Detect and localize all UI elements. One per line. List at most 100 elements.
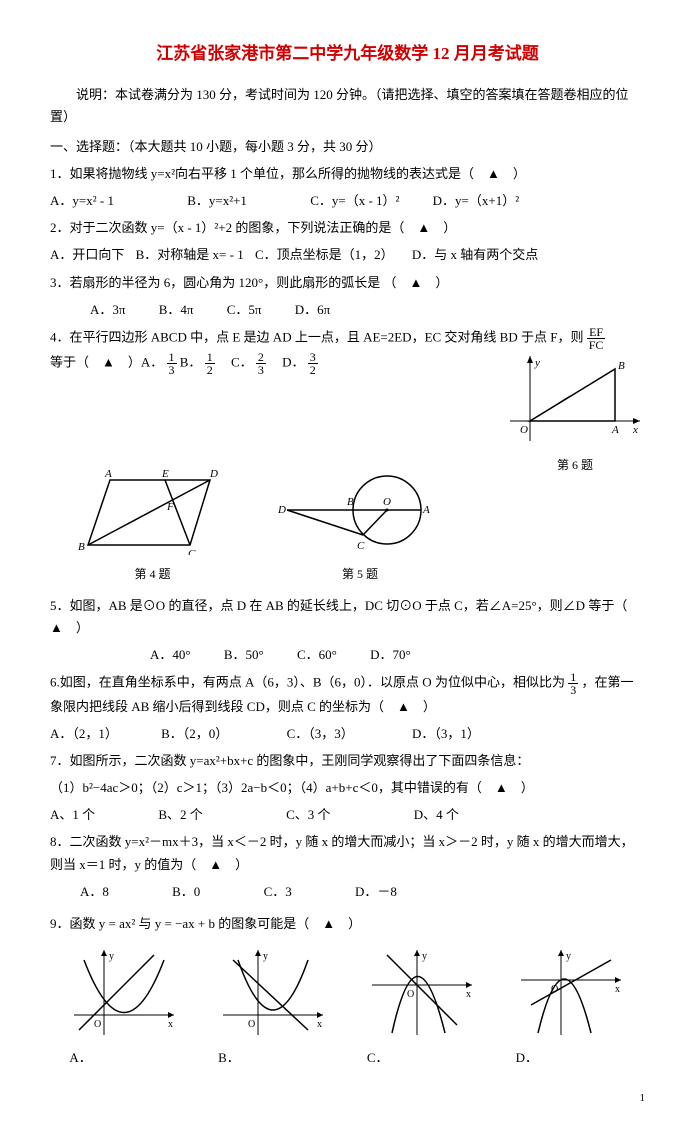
question-6: 6.如图，在直角坐标系中，有两点 A（6，3）、B（6，0）．以原点 O 为位似… <box>50 671 645 718</box>
q7-opt-a: A、1 个 <box>50 804 95 826</box>
figure-4: A E D F B C 第 4 题 <box>70 465 235 584</box>
q7-opt-c: C、3 个 <box>286 804 330 826</box>
svg-text:O: O <box>383 496 391 508</box>
svg-text:E: E <box>161 468 169 480</box>
q4-frac-c: 23 <box>256 351 266 376</box>
q7-opt-d: D、4 个 <box>414 804 459 826</box>
q2-opt-c: C．顶点坐标是（1，2） <box>255 244 394 266</box>
q9-figures: y x O A． y x O B． y x O C． y x O D． <box>50 945 645 1069</box>
q6-text1: 6.如图，在直角坐标系中，有两点 A（6，3）、B（6，0）．以原点 O 为位似… <box>50 674 568 689</box>
q8-opt-c: C．3 <box>264 881 292 903</box>
q9-fig-c: yxO C． <box>367 945 477 1069</box>
q9-fig-d: yxO D． <box>516 945 626 1069</box>
q4-text2: 等于（ ▲ ）A． <box>50 354 163 369</box>
q7-opt-b: B、2 个 <box>158 804 202 826</box>
q4-text1: 4．在平行四边形 ABCD 中，点 E 是边 AD 上一点，且 AE=2ED，E… <box>50 329 587 344</box>
figure-5-svg: O D B A C <box>275 465 445 555</box>
svg-text:D: D <box>209 468 218 480</box>
question-6-options: A．（2，1） B．（2，0） C．（3，3） D．（3，1） <box>50 723 645 745</box>
q4-opt-c-label: C． <box>218 354 253 369</box>
q2-opt-a: A．开口向下 <box>50 244 124 266</box>
figure-6-label: 第 6 题 <box>505 455 645 475</box>
question-8-options: A．8 B．0 C．3 D．－8 <box>50 881 645 903</box>
q3-opt-d: D．6π <box>295 299 330 321</box>
svg-text:x: x <box>632 424 638 436</box>
svg-text:y: y <box>263 951 268 962</box>
svg-text:B: B <box>78 541 85 553</box>
figure-6-svg: y x O A B <box>505 351 645 446</box>
q3-opt-c: C．5π <box>227 299 262 321</box>
svg-text:F: F <box>166 501 174 513</box>
q8-opt-b: B．0 <box>172 881 200 903</box>
svg-text:y: y <box>109 951 114 962</box>
svg-text:D: D <box>277 504 286 516</box>
svg-text:x: x <box>317 1019 322 1030</box>
svg-text:x: x <box>615 984 620 995</box>
q6-frac: 13 <box>568 671 578 696</box>
svg-text:A: A <box>611 424 619 436</box>
svg-text:B: B <box>347 496 354 508</box>
q4-options-row: 等于（ ▲ ）A． 13 B． 12 C． 23 D． 32 <box>50 351 495 376</box>
q6-opt-d: D．（3，1） <box>412 723 480 745</box>
question-7b: （1）b²−4ac＞0；（2）c＞1；（3）2a−b＜0；（4）a+b+c＜0，… <box>50 777 645 799</box>
svg-text:O: O <box>248 1019 255 1030</box>
q5-opt-d: D．70° <box>370 644 411 666</box>
q2-opt-d: D．与 x 轴有两个交点 <box>412 244 538 266</box>
question-5-options: A．40° B．50° C．60° D．70° <box>50 644 645 666</box>
question-5: 5．如图，AB 是⊙O 的直径，点 D 在 AB 的延长线上，DC 切⊙O 于点… <box>50 595 645 639</box>
figure-4-label: 第 4 题 <box>70 564 235 584</box>
svg-text:B: B <box>618 360 625 372</box>
question-1: 1．如果将抛物线 y=x²向右平移 1 个单位，那么所得的抛物线的表达式是（ ▲… <box>50 163 645 185</box>
figure-5: O D B A C 第 5 题 <box>275 465 445 584</box>
question-8: 8．二次函数 y=x²－mx＋3，当 x＜－2 时，y 随 x 的增大而减小；当… <box>50 831 645 875</box>
question-3: 3．若扇形的半径为 6，圆心角为 120°，则此扇形的弧长是 （ ▲ ） <box>50 272 645 294</box>
svg-text:O: O <box>551 984 558 995</box>
section-1-heading: 一、选择题：（本大题共 10 小题，每小题 3 分，共 30 分） <box>50 136 645 158</box>
question-1-options: A．y=x² - 1 B．y=x²+1 C．y=（x - 1）² D．y=（x+… <box>50 190 645 212</box>
svg-text:O: O <box>520 424 528 436</box>
question-7: 7．如图所示，二次函数 y=ax²+bx+c 的图象中，王刚同学观察得出了下面四… <box>50 750 645 772</box>
svg-text:y: y <box>422 951 427 962</box>
svg-text:C: C <box>357 540 365 552</box>
svg-text:A: A <box>422 504 430 516</box>
q9-fig-b: y x O B． <box>218 945 328 1069</box>
q9-fig-a: y x O A． <box>69 945 179 1069</box>
question-9: 9．函数 y = ax² 与 y = −ax + b 的图象可能是（ ▲ ） <box>50 913 645 935</box>
question-3-options: A．3π B．4π C．5π D．6π <box>50 299 645 321</box>
q8-opt-d: D．－8 <box>355 881 397 903</box>
q3-opt-a: A．3π <box>90 299 125 321</box>
q1-opt-b: B．y=x²+1 <box>187 190 247 212</box>
page-number: 1 <box>50 1089 645 1108</box>
instruction-text: 说明：本试卷满分为 130 分，考试时间为 120 分钟。（请把选择、填空的答案… <box>50 84 645 128</box>
question-7-options: A、1 个 B、2 个 C、3 个 D、4 个 <box>50 804 645 826</box>
q4-frac-d: 32 <box>308 351 318 376</box>
q4-frac-efFc: EFFC <box>587 326 606 351</box>
q4-opt-b-label: B． <box>180 354 202 369</box>
q3-opt-b: B．4π <box>159 299 194 321</box>
q5-opt-c: C．60° <box>297 644 337 666</box>
q6-opt-c: C．（3，3） <box>287 723 354 745</box>
q6-opt-a: A．（2，1） <box>50 723 118 745</box>
q4-opt-d-label: D． <box>269 354 304 369</box>
svg-text:O: O <box>94 1019 101 1030</box>
q9-opt-d: D． <box>516 1047 626 1069</box>
q9-opt-b: B． <box>218 1047 328 1069</box>
figure-5-label: 第 5 题 <box>275 564 445 584</box>
q5-opt-a: A．40° <box>150 644 191 666</box>
q4-frac-a: 13 <box>167 351 177 376</box>
q5-opt-b: B．50° <box>224 644 264 666</box>
q1-opt-c: C．y=（x - 1）² <box>310 190 399 212</box>
svg-text:x: x <box>466 989 471 1000</box>
question-2: 2．对于二次函数 y=（x - 1）²+2 的图象，下列说法正确的是（ ▲ ） <box>50 217 645 239</box>
svg-text:C: C <box>188 548 196 555</box>
q8-opt-a: A．8 <box>80 881 109 903</box>
question-4: 4．在平行四边形 ABCD 中，点 E 是边 AD 上一点，且 AE=2ED，E… <box>50 326 645 351</box>
q1-opt-d: D．y=（x+1）² <box>433 190 519 212</box>
exam-title: 江苏省张家港市第二中学九年级数学 12 月月考试题 <box>50 40 645 69</box>
svg-text:x: x <box>168 1019 173 1030</box>
figure-4-svg: A E D F B C <box>70 465 235 555</box>
q9-opt-a: A． <box>69 1047 179 1069</box>
q9-opt-c: C． <box>367 1047 477 1069</box>
svg-text:A: A <box>104 468 112 480</box>
question-2-options: A．开口向下 B．对称轴是 x= - 1 C．顶点坐标是（1，2） D．与 x … <box>50 244 645 266</box>
